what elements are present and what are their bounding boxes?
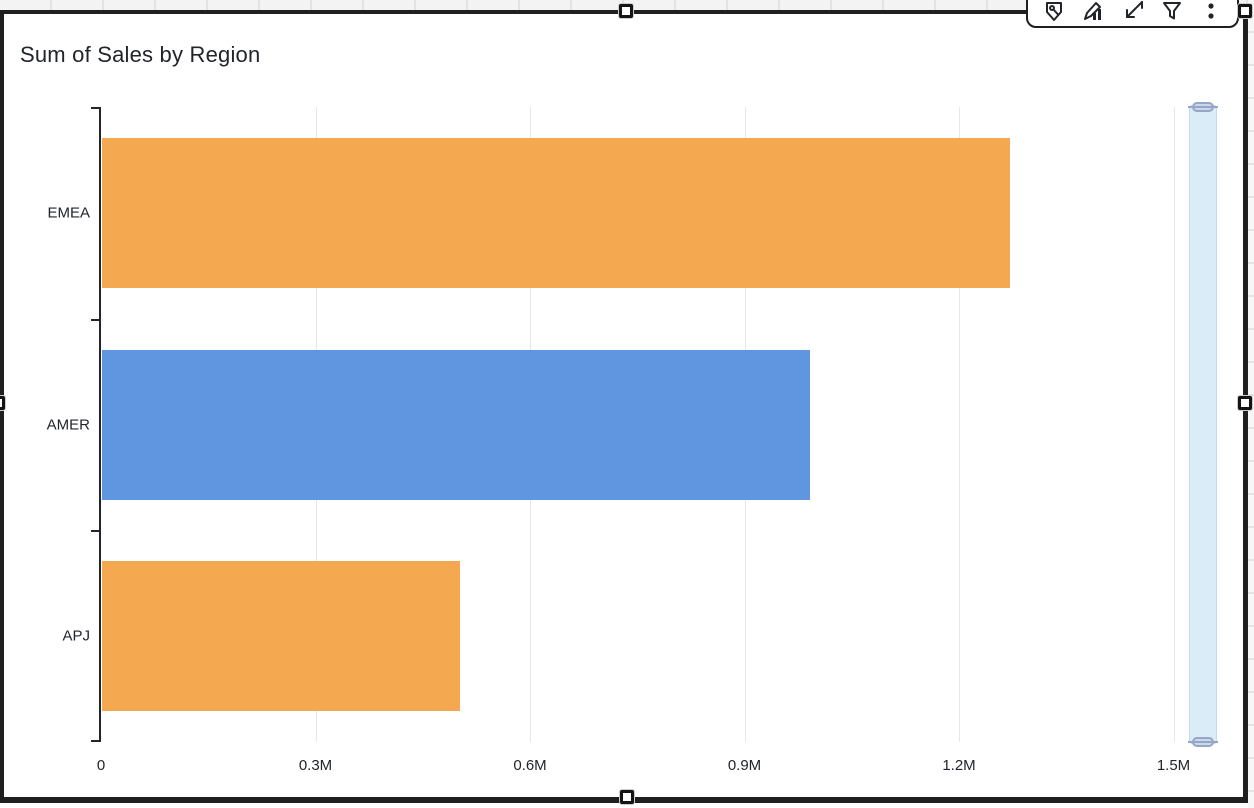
resize-handle-right[interactable]	[1238, 396, 1252, 410]
filter-icon[interactable]	[1159, 0, 1185, 23]
axis-scrollbar[interactable]	[1188, 102, 1218, 747]
y-axis-tick	[91, 318, 99, 321]
category-label: AMER	[46, 416, 90, 433]
gridline	[959, 107, 960, 742]
x-axis-tick-label: 1.2M	[942, 757, 976, 774]
menu-options-icon[interactable]	[1198, 0, 1224, 23]
plot-area: 0 0.3M 0.6M 0.9M 1.2M 1.5M EMEA AMER APJ	[47, 107, 1245, 774]
gridline	[1173, 107, 1175, 742]
x-axis-tick-label: 0.6M	[513, 757, 547, 774]
alert-icon[interactable]	[1041, 0, 1067, 23]
resize-handle-top[interactable]	[619, 4, 633, 18]
bar-emea[interactable]	[102, 137, 1011, 288]
y-axis-tick	[91, 107, 99, 109]
y-axis-tick	[91, 740, 99, 742]
maximize-icon[interactable]	[1120, 0, 1146, 23]
resize-handle-top-right[interactable]	[1238, 4, 1252, 18]
visual-title[interactable]: Sum of Sales by Region	[20, 42, 261, 67]
bar-amer[interactable]	[102, 349, 810, 500]
y-axis-line	[99, 107, 101, 742]
scrollbar-handle-top[interactable]	[1188, 102, 1218, 112]
resize-handle-bottom[interactable]	[620, 790, 634, 804]
category-label: EMEA	[47, 204, 90, 222]
category-label: APJ	[62, 627, 90, 645]
edit-visual-icon[interactable]	[1080, 0, 1106, 23]
bar-apj[interactable]	[102, 561, 460, 712]
resize-handle-left[interactable]	[0, 396, 5, 410]
x-axis-tick-label: 0.3M	[298, 757, 333, 774]
scrollbar-handle-bottom[interactable]	[1188, 737, 1218, 747]
x-axis-tick-label: 0	[96, 757, 106, 774]
visual-toolbar	[1026, 0, 1239, 28]
x-axis-tick-label: 1.5M	[1156, 757, 1191, 774]
x-axis-tick-label: 0.9M	[727, 757, 762, 774]
y-axis-tick	[91, 530, 99, 533]
